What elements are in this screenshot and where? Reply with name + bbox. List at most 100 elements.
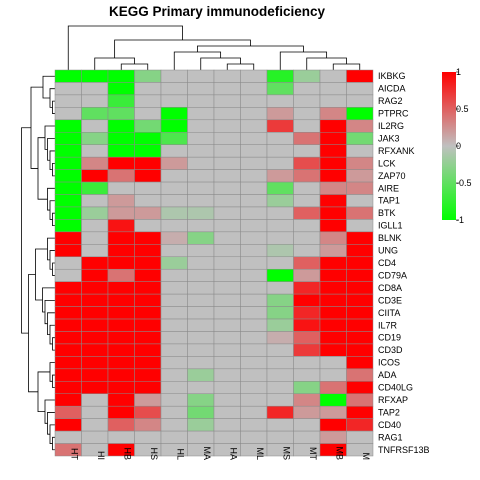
heatmap-cell xyxy=(160,206,188,220)
heatmap-cell xyxy=(54,181,82,195)
column-label: HA xyxy=(228,447,238,460)
heatmap-cell xyxy=(293,281,321,295)
heatmap-cell xyxy=(81,132,109,145)
heatmap-cell xyxy=(81,206,109,220)
row-label: UNG xyxy=(378,246,398,256)
heatmap-cell xyxy=(240,343,268,357)
dendrogram-branch xyxy=(30,86,43,169)
heatmap-cell xyxy=(187,169,215,183)
heatmap-cell xyxy=(107,231,135,245)
heatmap-cell xyxy=(240,318,268,332)
dendrogram-branch xyxy=(47,237,55,261)
heatmap-cell xyxy=(346,405,374,419)
heatmap-cell xyxy=(107,256,135,270)
heatmap-cell xyxy=(319,343,347,357)
heatmap-cell xyxy=(54,107,82,121)
heatmap-cell xyxy=(346,132,374,145)
heatmap-cell xyxy=(346,156,374,170)
column-label: HL xyxy=(175,448,185,460)
heatmap-cell xyxy=(266,306,294,320)
heatmap-cell xyxy=(240,356,268,370)
heatmap-cell xyxy=(319,156,347,170)
heatmap-cell xyxy=(213,318,241,332)
heatmap-cell xyxy=(187,393,215,407)
heatmap-cell xyxy=(213,381,241,394)
heatmap-cell xyxy=(134,231,162,245)
heatmap-cell xyxy=(107,82,135,96)
dendrogram-branch xyxy=(47,312,55,335)
heatmap-cell xyxy=(293,405,321,419)
heatmap-cell xyxy=(266,405,294,419)
heatmap-cell xyxy=(107,318,135,332)
heatmap-cell xyxy=(107,181,135,195)
heatmap-cell xyxy=(293,69,321,83)
heatmap-cell xyxy=(266,231,294,245)
heatmap-cell xyxy=(54,293,82,307)
dendrogram-branch xyxy=(52,337,55,351)
heatmap-cell xyxy=(187,256,215,270)
heatmap-cell xyxy=(293,256,321,270)
heatmap-cell xyxy=(107,405,135,419)
heatmap-cell xyxy=(81,156,109,170)
heatmap-cell xyxy=(81,256,109,270)
heatmap-cell xyxy=(160,306,188,320)
row-label: CD19 xyxy=(378,333,401,343)
heatmap-cell xyxy=(160,231,188,245)
heatmap-cell xyxy=(134,430,162,444)
heatmap-cell xyxy=(346,231,374,245)
dendrogram-branch xyxy=(44,125,55,150)
heatmap-cell xyxy=(187,430,215,444)
heatmap-cell xyxy=(213,82,241,96)
heatmap-cell xyxy=(346,430,374,444)
dendrogram-branch xyxy=(35,248,48,301)
heatmap-cell xyxy=(160,194,188,208)
heatmap-cell xyxy=(160,144,188,158)
heatmap-cell xyxy=(134,356,162,370)
heatmap-cell xyxy=(81,331,109,345)
heatmap-cell xyxy=(319,306,347,320)
heatmap-cell xyxy=(107,219,135,233)
heatmap-cells xyxy=(54,69,374,457)
heatmap-cell xyxy=(187,268,215,282)
heatmap-cell xyxy=(293,156,321,170)
heatmap-cell xyxy=(240,169,268,183)
heatmap-cell xyxy=(187,181,215,195)
dendrogram-branch xyxy=(52,100,55,114)
heatmap-cell xyxy=(293,206,321,220)
column-labels: HT HI HB HS HL MA HA ML MS MT MB M xyxy=(69,447,371,461)
heatmap-cell xyxy=(266,244,294,258)
heatmap-cell xyxy=(107,381,135,394)
row-label: CD40LG xyxy=(378,383,413,393)
heatmap-cell xyxy=(107,418,135,432)
heatmap-cell xyxy=(81,94,109,108)
heatmap-cell xyxy=(160,393,188,407)
heatmap-cell xyxy=(266,281,294,295)
heatmap-cell xyxy=(107,268,135,282)
row-label: CD3D xyxy=(378,345,403,355)
heatmap-cell xyxy=(81,107,109,121)
heatmap-cell xyxy=(81,82,109,96)
heatmap-cell xyxy=(160,119,188,133)
column-label: HB xyxy=(122,447,132,460)
heatmap-cell xyxy=(346,119,374,133)
heatmap-cell xyxy=(240,144,268,158)
heatmap-cell xyxy=(187,144,215,158)
heatmap-cell xyxy=(346,94,374,108)
heatmap-cell xyxy=(266,268,294,282)
heatmap-cell xyxy=(240,306,268,320)
heatmap-cell xyxy=(54,132,82,145)
heatmap-cell xyxy=(107,244,135,258)
column-label: M xyxy=(361,453,371,461)
heatmap-cell xyxy=(319,94,347,108)
heatmap-cell xyxy=(293,306,321,320)
heatmap-cell xyxy=(346,293,374,307)
row-label: IL7R xyxy=(378,320,398,330)
heatmap-cell xyxy=(319,206,347,220)
heatmap-cell xyxy=(160,281,188,295)
heatmap-cell xyxy=(134,293,162,307)
heatmap-cell xyxy=(134,194,162,208)
heatmap-cell xyxy=(319,393,347,407)
heatmap-cell xyxy=(54,430,82,444)
heatmap-cell xyxy=(134,181,162,195)
heatmap-cell xyxy=(134,169,162,183)
